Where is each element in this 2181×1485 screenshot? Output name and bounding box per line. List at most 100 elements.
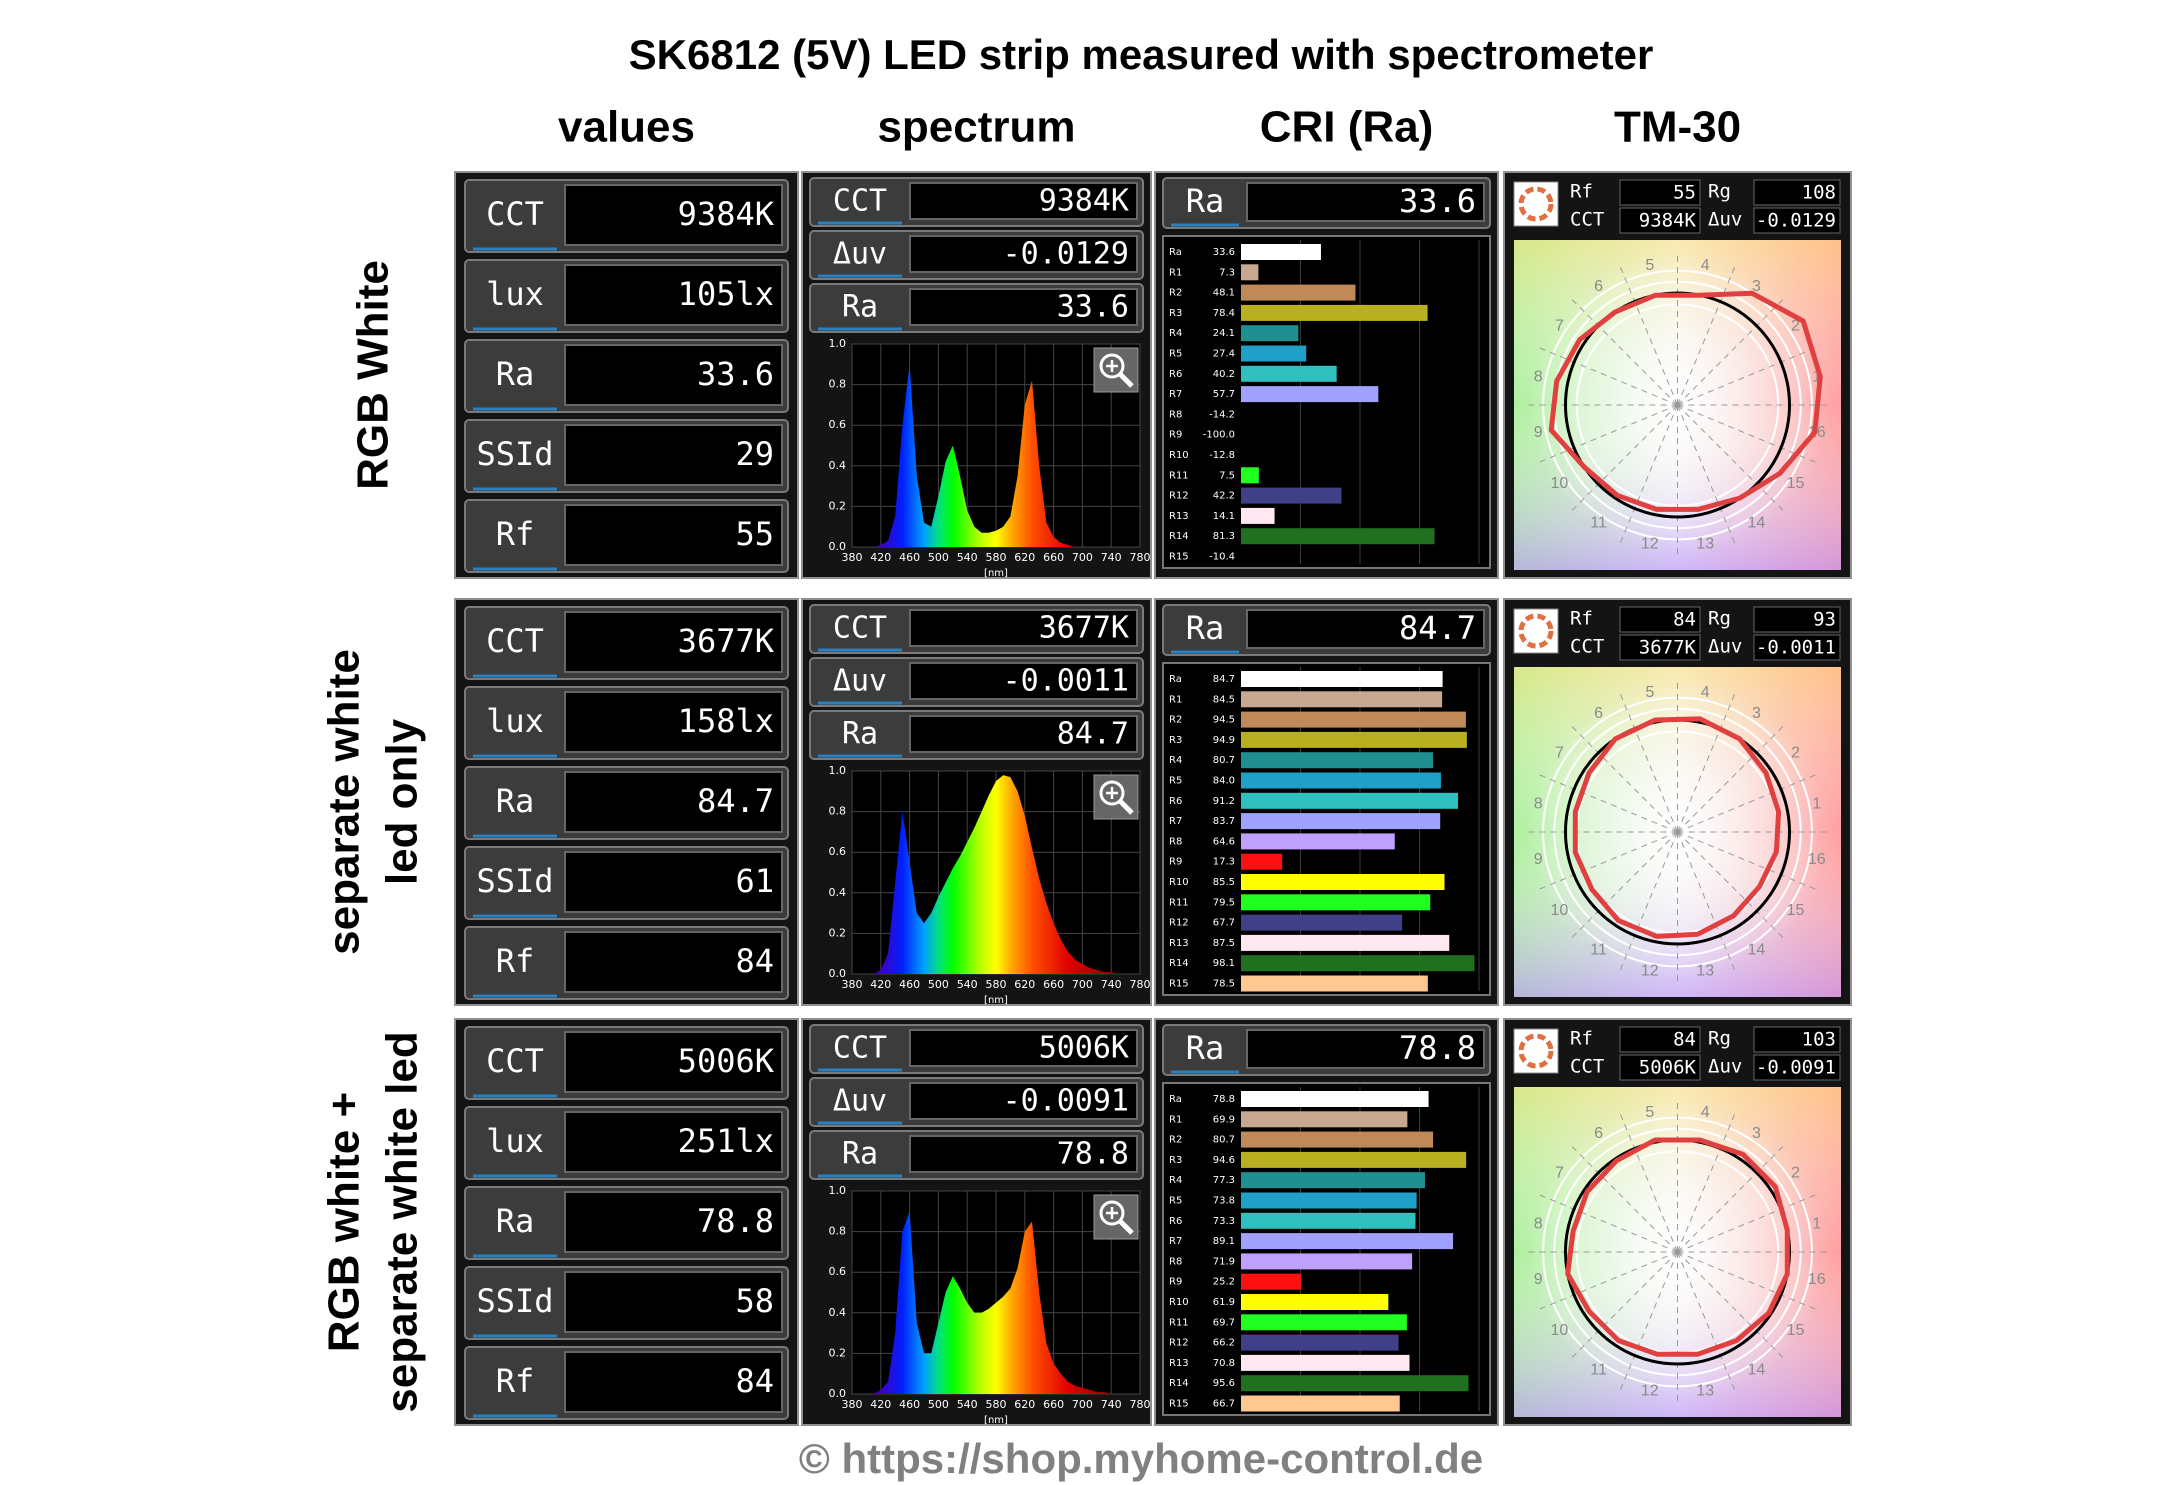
cri-name: R1 — [1169, 694, 1182, 705]
cri-value-label: 70.8 — [1213, 1358, 1235, 1369]
y-tick-label: 0.8 — [829, 378, 847, 391]
tm30-vector — [1572, 716, 1782, 939]
field-label: CCT — [486, 622, 544, 660]
tm30-hue-bin: 11 — [1590, 1361, 1607, 1378]
tm30-value: 108 — [1802, 182, 1836, 204]
tm30-spoke — [1538, 831, 1678, 890]
tm30-hue-bin: 1 — [1812, 369, 1821, 386]
tm30-hue-bin: 15 — [1787, 475, 1805, 492]
cri-bar — [1241, 1212, 1416, 1229]
cri-value-label: 48.1 — [1213, 288, 1235, 299]
column-header: TM-30 — [1614, 103, 1741, 152]
cri-value-label: 91.2 — [1213, 796, 1235, 807]
field-label: SSId — [476, 862, 553, 900]
x-tick-label: 660 — [1043, 1398, 1064, 1411]
cri-name: R4 — [1169, 1175, 1182, 1186]
tm30-spoke — [1677, 404, 1736, 544]
zoom-icon-plus — [1106, 360, 1118, 372]
tm30-spoke — [1538, 774, 1678, 833]
value-box — [909, 1082, 1138, 1120]
tm30-value-box — [1753, 634, 1841, 661]
tm30-hue-bin: 12 — [1641, 1382, 1659, 1399]
y-tick-label: 0.4 — [829, 886, 847, 899]
cri-name: R12 — [1169, 918, 1189, 929]
field-label: Ra — [842, 1137, 878, 1172]
field-label: Δuv — [833, 237, 887, 272]
tm30-label: CCT — [1570, 1056, 1604, 1078]
cri-bar — [1241, 1111, 1408, 1128]
field-label: lux — [486, 1122, 544, 1160]
tm30-spoke — [1677, 725, 1784, 833]
field-label: Ra — [496, 355, 535, 393]
cri-name: R4 — [1169, 755, 1182, 766]
value-box — [564, 424, 783, 486]
zoom-icon-handle — [1118, 1219, 1134, 1235]
tm30-value: 55 — [1673, 182, 1696, 204]
tm30-spoke — [1619, 693, 1678, 833]
x-tick-label: 740 — [1101, 1398, 1122, 1411]
cri-bar — [1241, 752, 1434, 769]
tm30-value: -0.0091 — [1756, 1057, 1836, 1079]
tm30-spoke — [1677, 266, 1736, 406]
cri-bar — [1241, 1131, 1434, 1148]
tm30-label: Rg — [1708, 181, 1731, 203]
cri-name: R6 — [1169, 369, 1182, 380]
tm30-hue-bin: 8 — [1534, 369, 1543, 386]
value-box — [909, 235, 1138, 273]
cri-bar — [1241, 731, 1467, 748]
x-tick-label: 460 — [899, 1398, 920, 1411]
cri-value-label: 40.2 — [1213, 369, 1235, 380]
field-label: Rf — [496, 515, 535, 553]
y-tick-label: 0.0 — [829, 540, 847, 553]
y-tick-label: 0.6 — [829, 1265, 847, 1278]
field-value: 5006K — [1039, 1031, 1129, 1066]
value-box — [909, 288, 1138, 326]
tm30-value-box — [1619, 1054, 1701, 1081]
cri-name: R11 — [1169, 470, 1189, 481]
tm30-spoke — [1677, 1251, 1784, 1359]
cri-name: R13 — [1169, 1358, 1189, 1369]
cri-bar — [1241, 1253, 1413, 1270]
cri-value-label: 84.7 — [1213, 674, 1235, 685]
cri-bar — [1241, 691, 1443, 708]
field-value: 5006K — [678, 1042, 775, 1080]
cri-name: R9 — [1169, 1277, 1182, 1288]
cri-value-label: 78.4 — [1213, 308, 1235, 319]
tm30-hue-bin: 13 — [1696, 1382, 1714, 1399]
zoom-icon-lens — [1099, 353, 1125, 379]
field-label: Δuv — [833, 1084, 887, 1119]
cri-name: R8 — [1169, 836, 1182, 847]
tm30-hue-bin: 3 — [1752, 1125, 1761, 1142]
cri-value-label: 98.1 — [1213, 958, 1235, 969]
value-box — [909, 662, 1138, 700]
x-tick-label: 380 — [842, 978, 863, 991]
cri-name: R15 — [1169, 1399, 1189, 1410]
cri-value-label: 73.8 — [1213, 1196, 1235, 1207]
cri-value-label: -14.2 — [1209, 409, 1235, 420]
tm30-value-box — [1619, 606, 1701, 633]
field-value: 78.8 — [697, 1202, 774, 1240]
tm30-hue-bin: 14 — [1747, 1361, 1765, 1378]
row-label: separate white led — [378, 1031, 427, 1412]
field-value: 9384K — [1039, 184, 1129, 219]
cri-name: R5 — [1169, 349, 1182, 360]
cri-bar — [1241, 264, 1259, 281]
x-tick-label: 780 — [1130, 551, 1151, 564]
field-value: 84 — [735, 1362, 774, 1400]
cri-name: R1 — [1169, 267, 1182, 278]
cri-bar — [1241, 528, 1435, 545]
tm30-spoke — [1677, 1251, 1736, 1391]
tm30-hue-bin: 8 — [1534, 1216, 1543, 1233]
tm30-hue-bin: 2 — [1791, 1164, 1800, 1181]
zoom-icon-handle — [1118, 372, 1134, 388]
row-label: RGB white + — [320, 1092, 369, 1352]
tm30-value-box — [1753, 1054, 1841, 1081]
cri-name: R10 — [1169, 450, 1189, 461]
tm30-hue-bin: 5 — [1645, 1104, 1654, 1121]
value-box — [564, 691, 783, 753]
cri-bar — [1241, 813, 1441, 830]
cri-value-label: 33.6 — [1213, 247, 1235, 258]
tm30-spoke — [1677, 831, 1817, 890]
cri-value-label: 69.7 — [1213, 1317, 1235, 1328]
